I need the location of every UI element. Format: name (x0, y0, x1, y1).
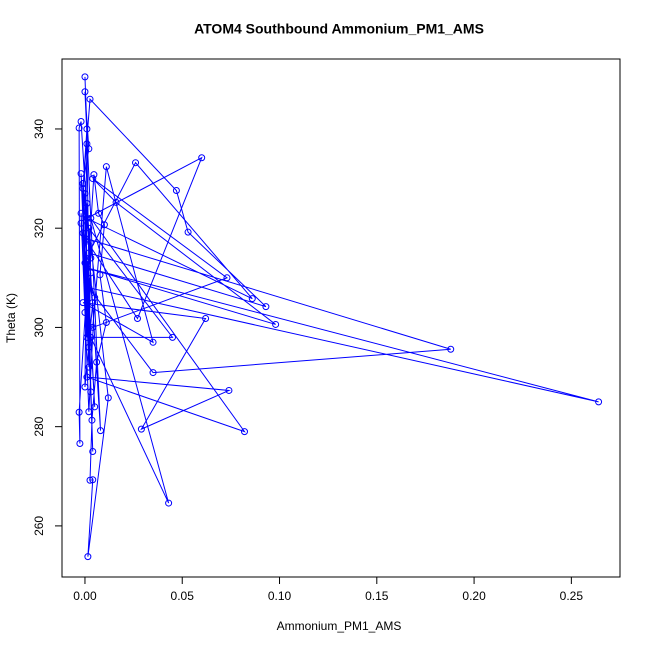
data-point (77, 209, 85, 217)
data-point (83, 199, 91, 207)
data-point (595, 398, 603, 406)
data-point (172, 186, 180, 194)
data-point (77, 170, 85, 178)
data-point (85, 408, 93, 416)
data-point (86, 476, 94, 484)
data-point (89, 175, 97, 183)
data-point (184, 228, 192, 236)
data-point (149, 369, 157, 377)
data-point (86, 95, 94, 103)
data-point (81, 73, 89, 81)
data-point (223, 274, 231, 282)
data-point (104, 394, 112, 402)
data-point (248, 295, 256, 303)
data-point (240, 428, 248, 436)
data-point (81, 88, 89, 96)
data-point (87, 269, 95, 277)
data-point (83, 214, 91, 222)
data-point (83, 333, 91, 341)
data-point (83, 125, 91, 133)
data-point (81, 309, 89, 317)
data-point (87, 388, 95, 396)
data-point (100, 221, 108, 229)
data-point (93, 358, 101, 366)
data-point (81, 259, 89, 267)
y-tick-label: 260 (32, 516, 46, 536)
data-point (89, 323, 97, 331)
data-point (202, 314, 210, 322)
data-point (77, 219, 85, 227)
data-point (447, 345, 455, 353)
data-point (97, 427, 105, 435)
data-point (85, 363, 93, 371)
data-point (165, 499, 173, 507)
x-axis-label: Ammonium_PM1_AMS (277, 619, 402, 633)
data-point (149, 338, 157, 346)
data-point (112, 198, 120, 206)
data-point (133, 314, 141, 322)
data-point (225, 386, 233, 394)
x-tick-label: 0.15 (365, 589, 389, 603)
data-point (75, 408, 83, 416)
y-tick-label: 340 (32, 119, 46, 139)
data-point (102, 318, 110, 326)
data-point (79, 180, 87, 188)
data-point (90, 171, 98, 179)
data-point (83, 373, 91, 381)
data-point (96, 271, 104, 279)
x-tick-label: 0.20 (462, 589, 486, 603)
data-point (87, 239, 95, 247)
data-point (79, 299, 87, 307)
data-point (87, 333, 95, 341)
data-point (81, 383, 89, 391)
data-point (272, 320, 280, 328)
x-tick-label: 0.10 (268, 589, 292, 603)
data-point (87, 214, 95, 222)
data-point (83, 279, 91, 287)
data-point (79, 229, 87, 237)
data-point (262, 303, 270, 311)
plot-box (61, 58, 621, 578)
data-point (85, 323, 93, 331)
x-tick-label: 0.00 (73, 589, 97, 603)
data-point (81, 189, 89, 197)
data-point (85, 224, 93, 232)
data-point (77, 118, 85, 126)
data-point (89, 447, 97, 455)
y-tick-label: 300 (32, 317, 46, 337)
data-point (89, 476, 97, 484)
y-axis-label: Theta (K) (4, 293, 18, 343)
data-point (198, 154, 206, 162)
data-point (84, 553, 92, 561)
data-point (91, 294, 99, 302)
data-point (169, 333, 177, 341)
data-point (76, 440, 84, 448)
y-tick-label: 280 (32, 416, 46, 436)
data-point (102, 163, 110, 171)
data-line (78, 76, 599, 557)
data-point (91, 403, 99, 411)
x-tick-label: 0.05 (171, 589, 195, 603)
data-point (95, 209, 103, 217)
data-point (83, 140, 91, 148)
data-point (75, 124, 83, 132)
data-point (88, 416, 96, 424)
x-tick-label: 0.25 (560, 589, 584, 603)
y-tick-label: 320 (32, 218, 46, 238)
chart-title: ATOM4 Southbound Ammonium_PM1_AMS (194, 21, 484, 37)
data-point (132, 159, 140, 167)
data-point (85, 343, 93, 351)
data-point (137, 425, 145, 433)
data-point (87, 254, 95, 262)
